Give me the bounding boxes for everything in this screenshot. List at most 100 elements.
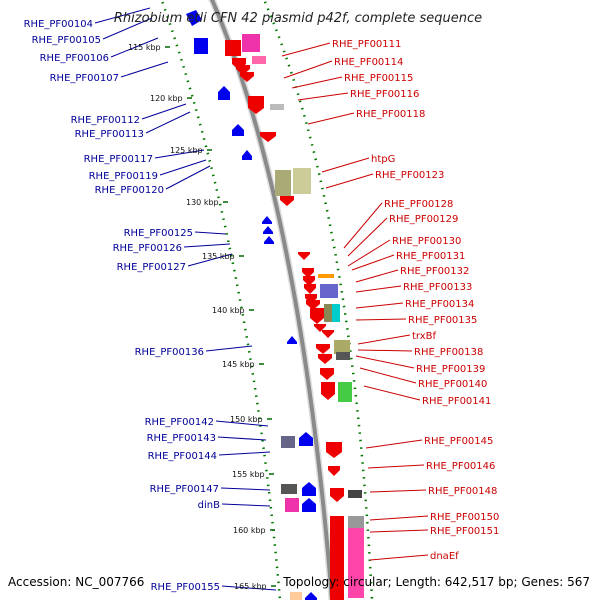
tick-label: 135 kbp	[202, 252, 235, 261]
gene-label: trxBf	[412, 331, 437, 342]
tick-label: 160 kbp	[233, 526, 266, 535]
forward-gene	[290, 592, 302, 600]
forward-gene-arrow	[242, 150, 252, 160]
gene-label: RHE_PF00141	[422, 396, 491, 407]
leader-line	[217, 436, 267, 441]
forward-gene	[281, 436, 295, 448]
leader-line	[94, 7, 151, 24]
leader-line	[205, 345, 253, 352]
label-leader-lines	[94, 7, 429, 591]
leader-line	[343, 202, 383, 249]
gene-label: RHE_PF00127	[117, 262, 186, 273]
gene-label: RHE_PF00142	[145, 417, 214, 428]
leader-line	[297, 92, 349, 101]
gene-label: RHE_PF00111	[332, 39, 401, 50]
tick-label: 130 kbp	[186, 198, 219, 207]
forward-gene-arrow	[218, 86, 230, 100]
leader-line	[194, 231, 227, 235]
reverse-gene	[275, 170, 291, 196]
gene-label: RHE_PF00129	[389, 214, 458, 225]
gene-label: RHE_PF00104	[24, 19, 93, 30]
reverse-gene	[334, 340, 350, 354]
gene-label: RHE_PF00135	[408, 315, 477, 326]
leader-line	[355, 285, 402, 293]
gene-label: RHE_PF00148	[428, 486, 497, 497]
leader-line	[325, 173, 374, 189]
gene-label: RHE_PF00145	[424, 436, 493, 447]
leader-line	[141, 103, 187, 120]
reverse-gene-arrow	[316, 344, 330, 354]
leader-line	[363, 385, 421, 401]
gene-label: RHE_PF00130	[392, 236, 461, 247]
leader-line	[369, 515, 429, 521]
gene-label: RHE_PF00134	[405, 299, 474, 310]
tick-label: 150 kbp	[230, 415, 263, 424]
leader-line	[355, 302, 404, 309]
forward-gene	[285, 498, 299, 512]
gene-label: RHE_PF00138	[414, 347, 483, 358]
reverse-gene	[320, 284, 338, 298]
reverse-gene-arrow	[321, 382, 335, 400]
tick-label: 125 kbp	[170, 146, 203, 155]
leader-line	[355, 355, 415, 369]
reverse-gene-arrow	[320, 368, 334, 380]
leader-line	[357, 349, 413, 352]
gene-label: RHE_PF00105	[32, 35, 101, 46]
tick-label: 115 kbp	[128, 43, 161, 52]
reverse-gene-arrow	[240, 72, 254, 82]
gene-label: RHE_PF00114	[334, 57, 403, 68]
gene-label: RHE_PF00125	[124, 228, 193, 239]
forward-gene-arrow	[302, 498, 316, 512]
leader-line	[369, 489, 427, 493]
leader-line	[355, 269, 399, 283]
leader-line	[321, 157, 370, 173]
leader-line	[347, 217, 388, 257]
gene-label: RHE_PF00155	[151, 582, 220, 593]
leader-line	[102, 17, 153, 40]
forward-gene-arrow	[287, 336, 297, 344]
leader-line	[187, 253, 233, 267]
forward-gene-arrow	[263, 226, 273, 234]
leader-line	[307, 112, 355, 125]
leader-line	[291, 76, 343, 89]
reverse-gene-arrow	[302, 268, 314, 278]
reverse-gene	[348, 516, 364, 528]
topology-text: Topology: circular; Length: 642,517 bp; …	[282, 575, 590, 589]
forward-gene-arrow	[299, 432, 313, 446]
forward-gene-arrow	[262, 216, 272, 224]
gene-label: RHE_PF00113	[75, 129, 144, 140]
leader-line	[283, 60, 333, 79]
gene-label: RHE_PF00107	[50, 73, 119, 84]
reverse-gene	[330, 516, 344, 600]
reverse-gene-arrow	[328, 466, 340, 476]
gene-label: RHE_PF00136	[135, 347, 204, 358]
tick-dot-tracks	[160, 0, 374, 600]
leader-line	[110, 37, 159, 58]
gene-features	[186, 10, 364, 600]
reverse-gene	[225, 40, 241, 56]
reverse-gene-arrow	[303, 276, 315, 286]
leader-line	[281, 42, 331, 57]
gene-label: RHE_PF00117	[84, 154, 153, 165]
gene-label: RHE_PF00120	[95, 185, 164, 196]
reverse-gene-arrow	[310, 308, 324, 324]
leader-line	[183, 243, 231, 248]
gene-label: dinB	[198, 500, 220, 511]
gene-label: RHE_PF00147	[150, 484, 219, 495]
reverse-gene-arrow	[314, 324, 326, 332]
forward-gene-arrow	[302, 482, 316, 496]
leader-line	[221, 503, 271, 507]
forward-gene-arrow	[305, 592, 317, 600]
gene-label: dnaEf	[430, 551, 459, 562]
leader-line	[120, 61, 169, 78]
reverse-gene	[348, 490, 362, 498]
gene-label: RHE_PF00144	[148, 451, 217, 462]
leader-line	[165, 165, 211, 190]
reverse-gene-arrow	[322, 330, 334, 338]
reverse-gene-arrow	[260, 132, 276, 142]
reverse-gene-arrow	[326, 442, 342, 458]
reverse-gene-arrow	[280, 196, 294, 206]
gene-label: RHE_PF00143	[147, 433, 216, 444]
